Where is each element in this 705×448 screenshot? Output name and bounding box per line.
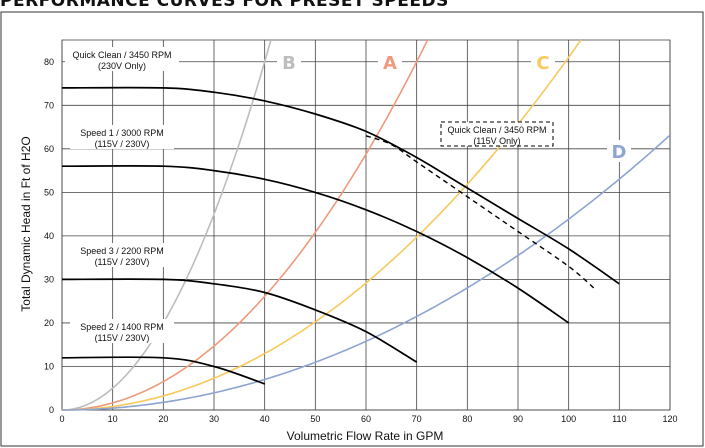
x-tick-label: 50	[310, 414, 320, 424]
system-curve-letter-b: B	[282, 53, 296, 74]
x-tick-label: 100	[561, 414, 576, 424]
y-tick-label: 50	[44, 187, 54, 197]
page-title: PERFORMANCE CURVES FOR PRESET SPEEDS	[0, 0, 449, 11]
y-axis-title: Total Dynamic Head in Ft of H2O	[19, 136, 33, 311]
system-curve-c	[62, 39, 582, 411]
pump-curve-label: (115V / 230V)	[95, 139, 150, 149]
pump-curve-3	[61, 165, 570, 324]
y-tick-label: 10	[44, 361, 54, 371]
x-tick-label: 40	[260, 414, 270, 424]
x-tick-label: 70	[412, 414, 422, 424]
plot-area-border	[61, 39, 671, 411]
y-tick-label: 80	[44, 57, 54, 67]
pump-curve-label: Speed 2 / 1400 RPM	[80, 322, 164, 332]
x-tick-label: 80	[462, 414, 472, 424]
system-curve-letter-box	[607, 140, 631, 162]
tick-labels: 0 10 20 30 40 50 60 70 80 90 100 110 120 0 10 20 30 40 50 6…	[44, 57, 678, 424]
pump-curve-label-box	[440, 121, 554, 147]
pump-curve-label: Speed 1 / 3000 RPM	[80, 128, 164, 138]
pump-curve-label: Quick Clean / 3450 RPM	[447, 125, 546, 135]
x-tick-label: 20	[158, 414, 168, 424]
x-tick-label: 10	[108, 414, 118, 424]
y-tick-label: 20	[44, 318, 54, 328]
y-tick-label: 70	[44, 100, 54, 110]
pump-curve-label: Quick Clean / 3450 RPM	[72, 50, 171, 60]
x-tick-label: 110	[612, 414, 626, 424]
y-tick-label: 0	[49, 405, 54, 415]
x-tick-label: 60	[361, 414, 371, 424]
pump-curve-label: (115V / 230V)	[95, 257, 150, 267]
pump-curve-label: (115V / 230V)	[95, 333, 150, 343]
y-tick-label: 60	[44, 144, 54, 154]
pump-curve-label-box	[70, 319, 174, 343]
chart-frame	[0, 11, 704, 447]
pump-curve-4	[61, 278, 418, 363]
pump-curve-label-box	[65, 47, 179, 71]
pump-curves	[61, 86, 620, 385]
system-curve-d	[62, 134, 670, 411]
pump-curve-2	[365, 135, 595, 289]
system-curve-letter-box	[378, 51, 402, 73]
system-curve-letter-a: A	[383, 53, 397, 74]
system-curve-letter-d: D	[612, 142, 627, 163]
grid-lines	[61, 39, 671, 411]
y-tick-label: 30	[44, 274, 54, 284]
x-tick-label: 120	[662, 414, 677, 424]
pump-curve-label: Speed 3 / 2200 RPM	[80, 246, 164, 256]
system-curve-letter-box	[277, 51, 301, 73]
pump-curve-5	[61, 356, 265, 385]
pump-curve-label-box	[70, 243, 174, 267]
system-curve-a	[62, 39, 429, 411]
system-curve-b	[62, 39, 272, 411]
y-tick-label: 40	[44, 231, 54, 241]
system-curves	[62, 39, 670, 411]
x-tick-label: 30	[209, 414, 219, 424]
system-curve-letter-c: C	[536, 53, 549, 74]
pump-curve-label: (115V Only)	[473, 136, 520, 146]
x-tick-label: 0	[59, 414, 64, 424]
x-axis-title: Volumetric Flow Rate in GPM	[287, 429, 444, 443]
pump-curve-label-box	[70, 125, 174, 149]
system-curve-letter-box	[531, 51, 555, 73]
pump-curve-label: (230V Only)	[98, 61, 146, 71]
curve-labels: Quick Clean / 3450 RPM(230V Only)Quick C…	[65, 47, 631, 343]
pump-curve-1	[61, 86, 620, 285]
x-tick-label: 90	[513, 414, 523, 424]
